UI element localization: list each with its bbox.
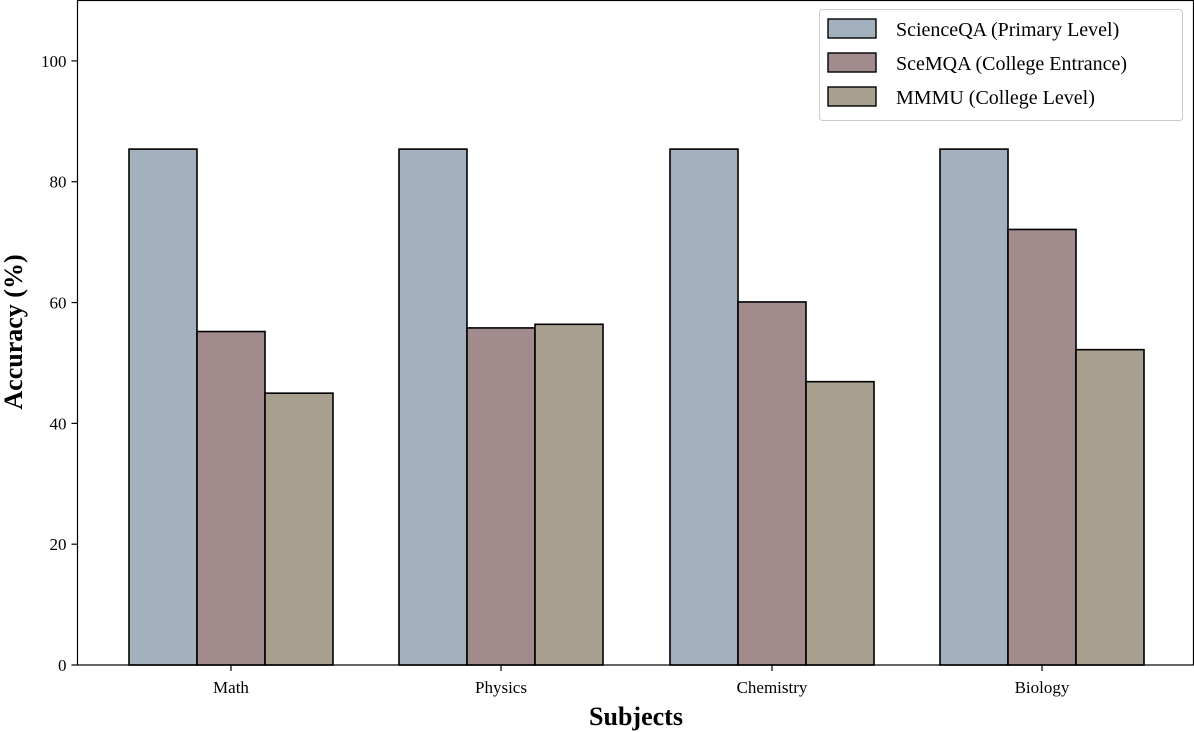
x-axis-ticks: Math Physics Chemistry Biology xyxy=(213,665,1070,697)
y-axis-ticks: 0 20 40 60 80 100 xyxy=(41,52,78,675)
legend-swatch-series-3 xyxy=(827,86,877,107)
bar-physics-series-3 xyxy=(534,323,604,666)
bar-biology-series-1 xyxy=(939,148,1009,666)
bar-chemistry-series-3 xyxy=(805,380,875,666)
y-tick-label: 60 xyxy=(50,294,67,313)
y-tick-label: 40 xyxy=(50,414,67,433)
legend-label-series-3: MMMU (College Level) xyxy=(896,87,1095,109)
legend-swatch-series-1 xyxy=(827,18,877,39)
x-tick-label-biology: Biology xyxy=(1015,678,1070,697)
legend: ScienceQA (Primary Level) SceMQA (College… xyxy=(819,9,1183,121)
legend-label-series-2: SceMQA (College Entrance) xyxy=(896,53,1127,75)
bar-math-series-3 xyxy=(264,392,334,666)
y-tick-label: 20 xyxy=(50,535,67,554)
bar-biology-series-3 xyxy=(1075,348,1145,666)
bar-math-series-1 xyxy=(128,148,198,666)
bars-group xyxy=(128,148,1145,666)
bar-physics-series-2 xyxy=(466,327,536,666)
x-axis-title: Subjects xyxy=(589,702,683,731)
x-tick-label-math: Math xyxy=(213,678,249,697)
bar-biology-series-2 xyxy=(1007,228,1077,666)
y-tick-label: 0 xyxy=(58,656,67,675)
legend-label-series-1: ScienceQA (Primary Level) xyxy=(896,19,1119,41)
x-tick-label-chemistry: Chemistry xyxy=(737,678,808,697)
bar-chemistry-series-2 xyxy=(737,301,807,666)
bar-chemistry-series-1 xyxy=(669,148,739,666)
legend-swatch-series-2 xyxy=(827,52,877,73)
bar-math-series-2 xyxy=(196,330,266,666)
bar-physics-series-1 xyxy=(398,148,468,666)
legend-frame xyxy=(819,9,1183,121)
y-tick-label: 100 xyxy=(41,52,67,71)
y-tick-label: 80 xyxy=(50,173,67,192)
y-axis-title: Accuracy (%) xyxy=(0,254,28,409)
x-tick-label-physics: Physics xyxy=(475,678,527,697)
